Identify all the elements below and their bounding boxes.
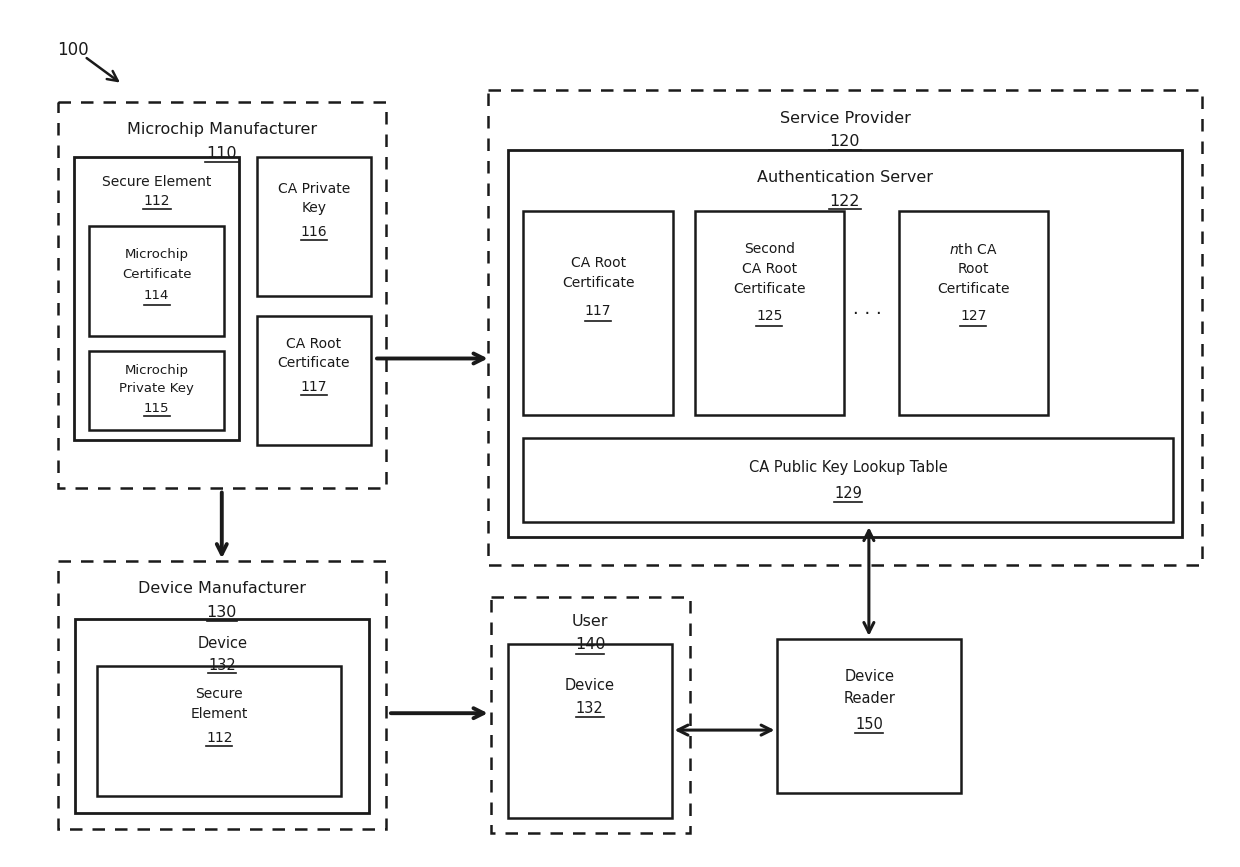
Text: 112: 112 bbox=[206, 731, 233, 745]
Text: 132: 132 bbox=[575, 701, 604, 716]
Text: CA Root: CA Root bbox=[742, 262, 797, 276]
Text: Key: Key bbox=[301, 201, 326, 216]
Bar bbox=[89, 226, 223, 336]
Bar bbox=[491, 597, 689, 833]
Text: Reader: Reader bbox=[843, 691, 895, 706]
Bar bbox=[694, 212, 844, 415]
Bar bbox=[57, 561, 386, 830]
Bar bbox=[57, 102, 386, 487]
Bar bbox=[523, 212, 673, 415]
Text: 115: 115 bbox=[144, 401, 170, 414]
Bar bbox=[74, 157, 239, 440]
Text: 130: 130 bbox=[207, 605, 237, 621]
Text: 127: 127 bbox=[960, 309, 987, 323]
Text: Microchip: Microchip bbox=[124, 364, 188, 377]
Bar bbox=[507, 643, 672, 818]
Text: Microchip Manufacturer: Microchip Manufacturer bbox=[126, 122, 317, 138]
Text: Secure: Secure bbox=[196, 688, 243, 701]
Text: CA Root: CA Root bbox=[286, 336, 341, 350]
Text: User: User bbox=[572, 615, 609, 629]
Text: CA Root: CA Root bbox=[570, 256, 626, 271]
Text: 120: 120 bbox=[830, 134, 861, 149]
Text: 116: 116 bbox=[300, 225, 327, 239]
Bar bbox=[257, 316, 371, 445]
Text: 132: 132 bbox=[208, 658, 236, 673]
Text: Root: Root bbox=[957, 262, 990, 276]
Text: CA Public Key Lookup Table: CA Public Key Lookup Table bbox=[749, 460, 947, 475]
Bar bbox=[487, 90, 1203, 565]
Text: 112: 112 bbox=[144, 194, 170, 208]
Text: 117: 117 bbox=[585, 303, 611, 318]
Text: Device Manufacturer: Device Manufacturer bbox=[138, 582, 306, 596]
Text: th CA: th CA bbox=[954, 242, 991, 256]
Bar bbox=[523, 438, 1173, 523]
Text: 122: 122 bbox=[830, 194, 861, 209]
Text: Device: Device bbox=[844, 669, 894, 684]
Text: Microchip: Microchip bbox=[124, 248, 188, 261]
Text: $n$th CA: $n$th CA bbox=[949, 242, 998, 257]
Bar bbox=[89, 350, 223, 430]
Text: Second: Second bbox=[744, 242, 795, 256]
Text: CA Private: CA Private bbox=[278, 181, 350, 196]
Bar bbox=[98, 667, 341, 796]
Text: 125: 125 bbox=[756, 309, 782, 323]
Text: · · ·: · · · bbox=[853, 305, 882, 323]
Bar bbox=[777, 639, 961, 792]
Text: Private Key: Private Key bbox=[119, 381, 193, 394]
Text: Certificate: Certificate bbox=[562, 276, 635, 290]
Text: Device: Device bbox=[197, 636, 247, 651]
Text: 100: 100 bbox=[57, 42, 89, 60]
Bar bbox=[76, 619, 370, 812]
Text: Certificate: Certificate bbox=[122, 268, 191, 281]
Bar bbox=[257, 157, 371, 296]
Text: 140: 140 bbox=[575, 637, 605, 652]
Text: Secure Element: Secure Element bbox=[102, 174, 211, 189]
Text: Certificate: Certificate bbox=[278, 356, 350, 370]
Text: n: n bbox=[941, 242, 950, 256]
Text: 129: 129 bbox=[835, 486, 862, 501]
Text: Element: Element bbox=[191, 707, 248, 721]
Text: 114: 114 bbox=[144, 290, 170, 303]
Text: Certificate: Certificate bbox=[937, 282, 1009, 296]
Text: Authentication Server: Authentication Server bbox=[756, 170, 932, 186]
Bar bbox=[899, 212, 1048, 415]
Bar bbox=[507, 150, 1183, 538]
Text: 150: 150 bbox=[856, 717, 883, 732]
Text: Service Provider: Service Provider bbox=[780, 110, 910, 126]
Text: 117: 117 bbox=[300, 381, 327, 394]
Text: 110: 110 bbox=[207, 147, 237, 161]
Text: Certificate: Certificate bbox=[733, 282, 806, 296]
Text: Device: Device bbox=[564, 678, 615, 693]
